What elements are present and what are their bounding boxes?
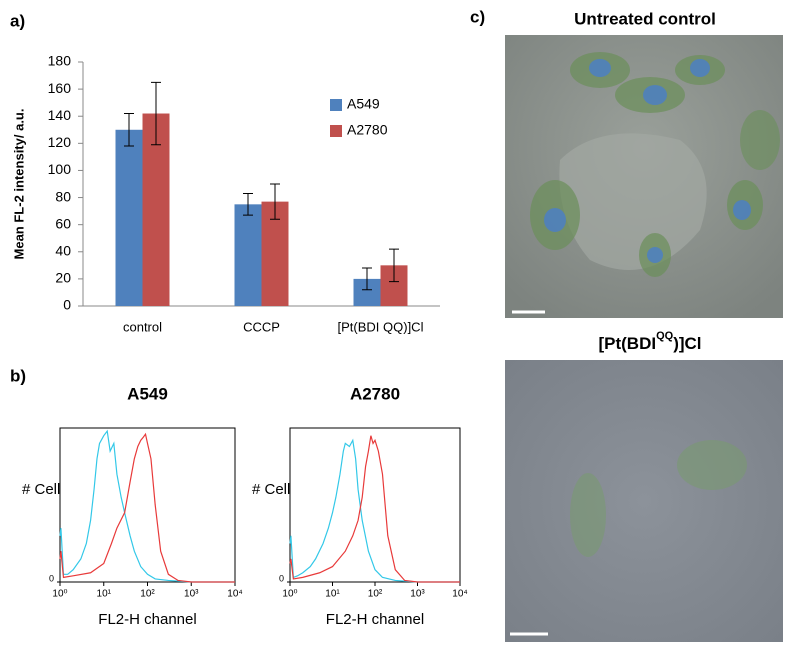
bar bbox=[115, 129, 143, 306]
y-tick-label: 0 bbox=[279, 573, 284, 583]
error-bar bbox=[124, 113, 134, 147]
error-bar bbox=[270, 183, 280, 220]
chart-title: A2780 bbox=[350, 384, 400, 403]
chart-title: A549 bbox=[127, 384, 168, 403]
x-tick-label: 10² bbox=[368, 589, 383, 600]
error-bar bbox=[389, 248, 399, 283]
error-bar bbox=[151, 81, 161, 146]
y-tick-label: 60 bbox=[55, 215, 71, 231]
x-tick-label: [Pt(BDI QQ)]Cl bbox=[338, 319, 424, 334]
y-tick-label: 40 bbox=[55, 242, 71, 258]
title-part: [Pt(BDI bbox=[598, 334, 656, 353]
y-tick-label: 180 bbox=[48, 53, 72, 69]
x-axis-label: FL2-H channel bbox=[98, 611, 196, 628]
histogram-line bbox=[59, 432, 235, 583]
micrograph bbox=[505, 360, 783, 642]
x-tick-label: 10⁴ bbox=[452, 589, 467, 600]
histogram-line bbox=[59, 429, 235, 583]
panel-label: b) bbox=[10, 366, 26, 385]
x-tick-label: 10¹ bbox=[325, 589, 340, 600]
plot-frame bbox=[59, 427, 236, 583]
x-tick-label: 10⁰ bbox=[282, 589, 297, 600]
y-tick-label: 100 bbox=[48, 161, 72, 177]
legend-label: A2780 bbox=[347, 122, 388, 138]
image-title: [Pt(BDIQQ)]Cl bbox=[598, 330, 701, 354]
panel-label: a) bbox=[10, 11, 25, 30]
bar bbox=[234, 204, 262, 306]
legend-label: A549 bbox=[347, 96, 380, 112]
x-tick-label: 10⁴ bbox=[227, 589, 242, 600]
x-axis-label: FL2-H channel bbox=[326, 611, 424, 628]
y-tick-label: 80 bbox=[55, 188, 71, 204]
x-tick-label: 10⁰ bbox=[52, 589, 67, 600]
legend-swatch bbox=[330, 125, 342, 137]
x-tick-label: 10³ bbox=[410, 589, 425, 600]
micrograph bbox=[505, 35, 783, 318]
y-axis-label: Mean FL-2 intensity/ a.u. bbox=[11, 109, 26, 260]
y-axis-label: # Cell bbox=[252, 481, 290, 498]
y-tick-label: 0 bbox=[63, 297, 71, 313]
error-bar bbox=[243, 192, 253, 216]
histogram-line bbox=[289, 435, 460, 583]
y-tick-label: 140 bbox=[48, 107, 72, 123]
title-part: )]Cl bbox=[673, 334, 701, 353]
panel-label: c) bbox=[470, 7, 485, 26]
legend-swatch bbox=[330, 99, 342, 111]
x-tick-label: 10¹ bbox=[97, 589, 112, 600]
y-axis-label: # Cell bbox=[22, 481, 60, 498]
y-tick-label: 0 bbox=[49, 573, 54, 583]
x-tick-label: CCCP bbox=[243, 319, 280, 334]
y-tick-label: 120 bbox=[48, 134, 72, 150]
error-bar bbox=[362, 267, 372, 291]
bar bbox=[142, 113, 170, 306]
y-tick-label: 20 bbox=[55, 270, 71, 286]
image-title: Untreated control bbox=[574, 9, 716, 28]
x-tick-label: 10² bbox=[140, 589, 155, 600]
title-superscript: QQ bbox=[656, 330, 674, 342]
histogram-line bbox=[289, 438, 460, 583]
x-tick-label: 10³ bbox=[184, 589, 199, 600]
x-tick-label: control bbox=[123, 319, 162, 334]
y-tick-label: 160 bbox=[48, 80, 72, 96]
